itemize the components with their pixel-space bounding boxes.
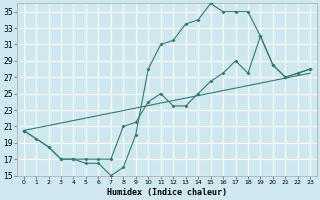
X-axis label: Humidex (Indice chaleur): Humidex (Indice chaleur) (107, 188, 227, 197)
